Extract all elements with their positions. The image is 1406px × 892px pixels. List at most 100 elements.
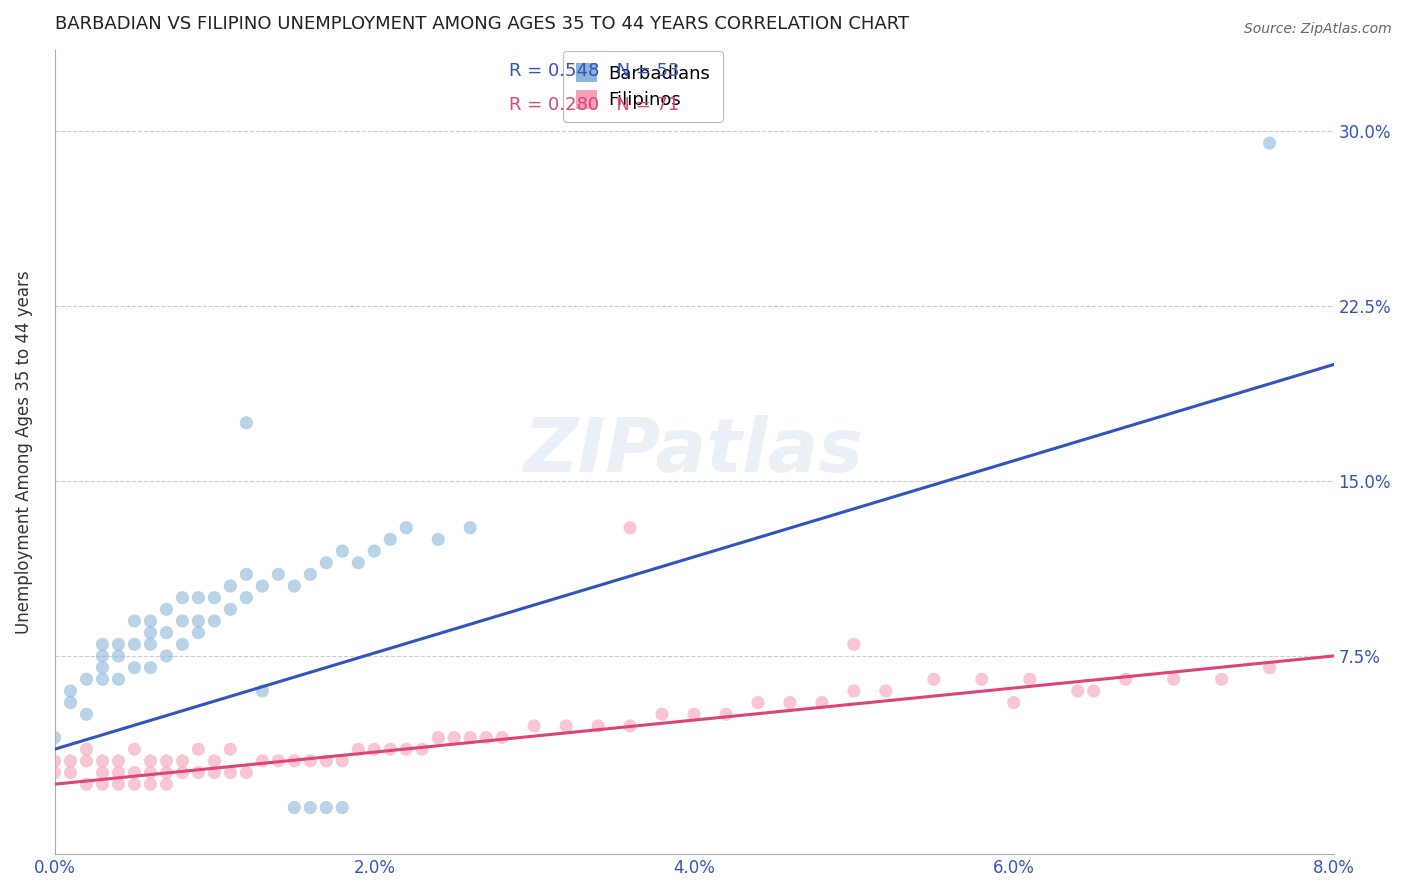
Point [235, 591, 257, 605]
Point [91, 754, 114, 768]
Point [124, 614, 146, 628]
Point [475, 731, 498, 745]
Point [1115, 673, 1137, 687]
Point [139, 625, 162, 640]
Point [44, 765, 66, 780]
Point [172, 765, 194, 780]
Point [202, 754, 225, 768]
Point [59, 696, 82, 710]
Point [124, 742, 146, 756]
Point [107, 765, 129, 780]
Point [172, 591, 194, 605]
Point [555, 719, 578, 733]
Point [91, 673, 114, 687]
Point [315, 556, 337, 570]
Point [586, 719, 609, 733]
Point [172, 614, 194, 628]
Text: Source: ZipAtlas.com: Source: ZipAtlas.com [1244, 22, 1392, 37]
Point [44, 731, 66, 745]
Point [363, 544, 385, 558]
Point [155, 625, 177, 640]
Point [380, 742, 402, 756]
Point [1067, 684, 1090, 698]
Point [139, 765, 162, 780]
Point [91, 648, 114, 663]
Point [842, 637, 865, 651]
Point [315, 800, 337, 814]
Point [139, 777, 162, 791]
Point [283, 800, 305, 814]
Point [252, 579, 274, 593]
Point [523, 719, 546, 733]
Point [1002, 696, 1025, 710]
Text: BARBADIAN VS FILIPINO UNEMPLOYMENT AMONG AGES 35 TO 44 YEARS CORRELATION CHART: BARBADIAN VS FILIPINO UNEMPLOYMENT AMONG… [55, 15, 908, 33]
Point [155, 777, 177, 791]
Point [1258, 136, 1281, 150]
Point [330, 544, 353, 558]
Point [187, 742, 209, 756]
Point [267, 754, 290, 768]
Point [283, 754, 305, 768]
Point [619, 719, 641, 733]
Point [155, 754, 177, 768]
Point [107, 648, 129, 663]
Point [299, 567, 322, 582]
Point [172, 637, 194, 651]
Point [842, 684, 865, 698]
Point [1018, 673, 1040, 687]
Point [187, 591, 209, 605]
Point [91, 637, 114, 651]
Point [59, 684, 82, 698]
Point [922, 673, 945, 687]
Point [395, 742, 418, 756]
Point [747, 696, 769, 710]
Point [187, 625, 209, 640]
Text: R = 0.548   N = 53: R = 0.548 N = 53 [509, 62, 679, 80]
Point [187, 765, 209, 780]
Point [202, 614, 225, 628]
Point [202, 591, 225, 605]
Point [315, 754, 337, 768]
Point [299, 754, 322, 768]
Point [91, 765, 114, 780]
Point [395, 521, 418, 535]
Point [187, 614, 209, 628]
Point [124, 765, 146, 780]
Point [139, 754, 162, 768]
Point [235, 765, 257, 780]
Point [252, 684, 274, 698]
Point [458, 521, 481, 535]
Point [427, 533, 450, 547]
Point [347, 556, 370, 570]
Point [76, 777, 98, 791]
Text: R = 0.280   N = 71: R = 0.280 N = 71 [509, 95, 679, 113]
Point [219, 579, 242, 593]
Point [970, 673, 993, 687]
Point [1083, 684, 1105, 698]
Point [91, 660, 114, 674]
Point [139, 614, 162, 628]
Point [380, 533, 402, 547]
Point [299, 800, 322, 814]
Y-axis label: Unemployment Among Ages 35 to 44 years: Unemployment Among Ages 35 to 44 years [15, 270, 32, 634]
Point [76, 673, 98, 687]
Point [714, 707, 737, 722]
Point [219, 602, 242, 616]
Point [107, 777, 129, 791]
Point [155, 648, 177, 663]
Point [124, 637, 146, 651]
Legend: Barbadians, Filipinos: Barbadians, Filipinos [562, 51, 723, 122]
Point [235, 416, 257, 430]
Point [139, 660, 162, 674]
Point [124, 660, 146, 674]
Point [252, 754, 274, 768]
Point [59, 765, 82, 780]
Point [267, 567, 290, 582]
Point [427, 731, 450, 745]
Point [235, 567, 257, 582]
Point [91, 777, 114, 791]
Point [155, 602, 177, 616]
Point [1163, 673, 1185, 687]
Point [107, 637, 129, 651]
Point [363, 742, 385, 756]
